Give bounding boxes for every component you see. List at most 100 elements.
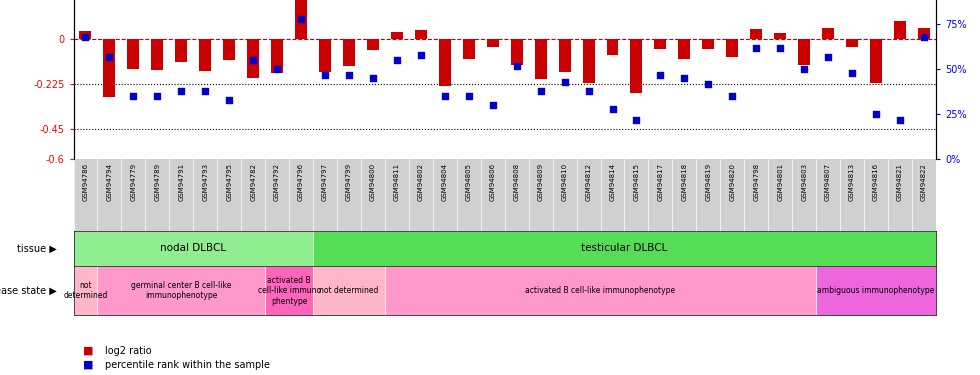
Bar bbox=[313, 231, 936, 266]
Point bbox=[916, 34, 932, 40]
Bar bbox=[846, 39, 858, 47]
Text: GSM94786: GSM94786 bbox=[82, 163, 88, 201]
Text: GSM94813: GSM94813 bbox=[849, 163, 856, 201]
Text: percentile rank within the sample: percentile rank within the sample bbox=[105, 360, 270, 369]
Point bbox=[485, 102, 501, 108]
Bar bbox=[535, 39, 547, 80]
Bar bbox=[74, 266, 97, 315]
Text: GSM94779: GSM94779 bbox=[130, 163, 136, 201]
Text: GSM94794: GSM94794 bbox=[107, 163, 113, 201]
Point bbox=[389, 57, 405, 63]
Point bbox=[676, 75, 692, 81]
Point bbox=[293, 16, 309, 22]
Bar bbox=[74, 231, 313, 266]
Text: GSM94803: GSM94803 bbox=[801, 163, 808, 201]
Point bbox=[533, 88, 549, 94]
Point bbox=[868, 111, 884, 117]
Bar bbox=[104, 39, 116, 98]
Text: GSM94820: GSM94820 bbox=[729, 163, 735, 201]
Point bbox=[125, 93, 141, 99]
Bar bbox=[97, 266, 266, 315]
Text: GSM94804: GSM94804 bbox=[442, 163, 448, 201]
Bar bbox=[385, 266, 816, 315]
Point bbox=[557, 79, 572, 85]
Bar bbox=[678, 39, 690, 59]
Bar bbox=[582, 39, 595, 83]
Point bbox=[653, 72, 668, 78]
Point bbox=[318, 72, 333, 78]
Text: GSM94799: GSM94799 bbox=[346, 163, 352, 201]
Bar bbox=[247, 39, 259, 78]
Text: GSM94798: GSM94798 bbox=[754, 163, 760, 201]
Point bbox=[772, 45, 788, 51]
Text: GSM94808: GSM94808 bbox=[514, 163, 519, 201]
Bar bbox=[319, 39, 331, 72]
Bar bbox=[463, 39, 474, 59]
Point bbox=[77, 34, 93, 40]
Point bbox=[197, 88, 213, 94]
Bar bbox=[630, 39, 643, 93]
Bar bbox=[751, 29, 762, 39]
Text: GSM94812: GSM94812 bbox=[585, 163, 592, 201]
Bar bbox=[415, 30, 427, 39]
Point bbox=[749, 45, 764, 51]
Point bbox=[413, 52, 428, 58]
Bar bbox=[199, 39, 212, 71]
Bar bbox=[367, 39, 379, 50]
Text: not determined: not determined bbox=[319, 286, 378, 295]
Text: ambiguous immunophenotype: ambiguous immunophenotype bbox=[817, 286, 935, 295]
Text: nodal DLBCL: nodal DLBCL bbox=[160, 243, 226, 254]
Text: GSM94796: GSM94796 bbox=[298, 163, 304, 201]
Text: GSM94811: GSM94811 bbox=[394, 163, 400, 201]
Bar bbox=[127, 39, 139, 69]
Text: GSM94805: GSM94805 bbox=[466, 163, 471, 201]
Bar bbox=[816, 266, 936, 315]
Bar bbox=[343, 39, 355, 66]
Point bbox=[581, 88, 597, 94]
Text: GSM94819: GSM94819 bbox=[706, 163, 711, 201]
Text: GSM94815: GSM94815 bbox=[633, 163, 640, 201]
Bar bbox=[295, 0, 307, 39]
Point bbox=[797, 66, 812, 72]
Bar bbox=[918, 28, 930, 39]
Text: GSM94797: GSM94797 bbox=[322, 163, 328, 201]
Point bbox=[701, 81, 716, 87]
Text: GSM94816: GSM94816 bbox=[873, 163, 879, 201]
Bar bbox=[607, 39, 618, 56]
Point bbox=[437, 93, 453, 99]
Bar bbox=[175, 39, 187, 62]
Bar bbox=[487, 39, 499, 47]
Text: GSM94806: GSM94806 bbox=[490, 163, 496, 201]
Text: GSM94795: GSM94795 bbox=[226, 163, 232, 201]
Bar bbox=[870, 39, 882, 83]
Text: GSM94782: GSM94782 bbox=[250, 163, 256, 201]
Point bbox=[509, 63, 524, 69]
Text: GSM94791: GSM94791 bbox=[178, 163, 184, 201]
Point bbox=[605, 106, 620, 112]
Point bbox=[461, 93, 476, 99]
Text: log2 ratio: log2 ratio bbox=[105, 346, 152, 355]
Bar bbox=[79, 32, 91, 39]
Text: disease state ▶: disease state ▶ bbox=[0, 286, 57, 296]
Text: germinal center B cell-like
immunophenotype: germinal center B cell-like immunophenot… bbox=[131, 281, 231, 300]
Point bbox=[366, 75, 381, 81]
Text: GSM94821: GSM94821 bbox=[897, 163, 903, 201]
Bar bbox=[774, 33, 786, 39]
Text: GSM94817: GSM94817 bbox=[658, 163, 663, 201]
Text: GSM94800: GSM94800 bbox=[369, 163, 376, 201]
Bar bbox=[726, 39, 738, 57]
Text: not
determined: not determined bbox=[64, 281, 108, 300]
Bar bbox=[223, 39, 235, 60]
Text: GSM94793: GSM94793 bbox=[202, 163, 209, 201]
Text: GSM94810: GSM94810 bbox=[562, 163, 567, 201]
Bar bbox=[894, 21, 906, 39]
Text: GSM94802: GSM94802 bbox=[417, 163, 424, 201]
Text: GSM94792: GSM94792 bbox=[274, 163, 280, 201]
Bar bbox=[313, 266, 385, 315]
Point bbox=[150, 93, 166, 99]
Text: GSM94809: GSM94809 bbox=[538, 163, 544, 201]
Point bbox=[724, 93, 740, 99]
Text: ■: ■ bbox=[83, 360, 94, 369]
Point bbox=[221, 97, 237, 103]
Text: ■: ■ bbox=[83, 346, 94, 355]
